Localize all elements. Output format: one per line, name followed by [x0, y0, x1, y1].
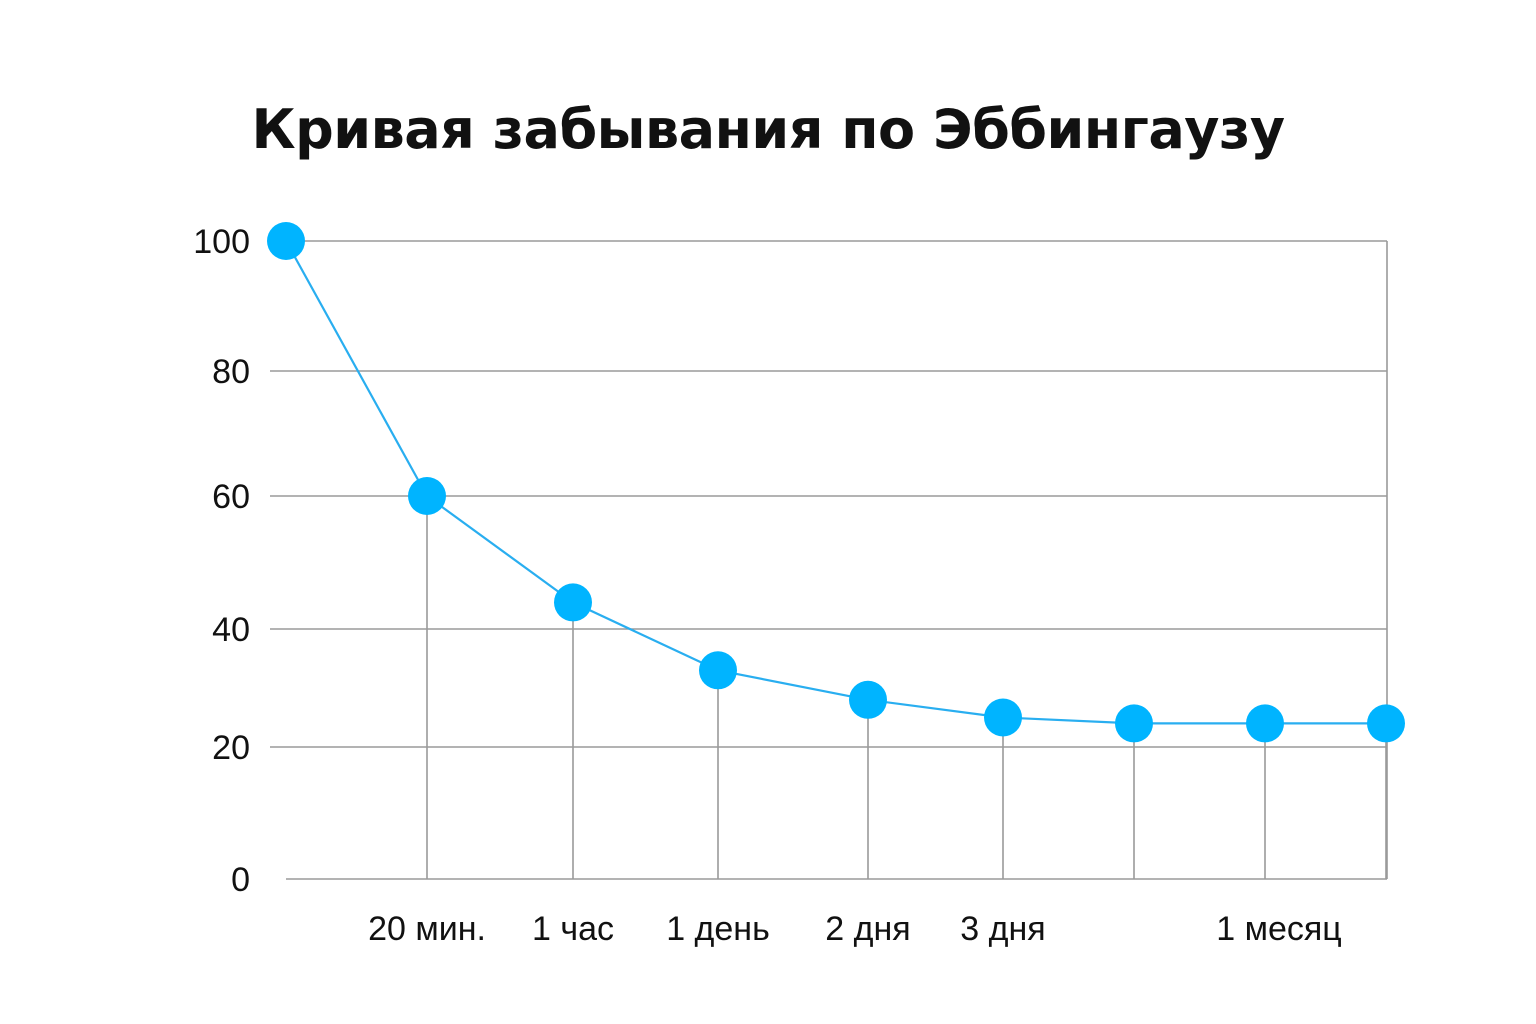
data-point-7	[1246, 704, 1284, 743]
x-tick-label-3: 1 день	[666, 910, 770, 948]
grid-layer	[270, 240, 1388, 880]
data-point-1	[408, 477, 446, 515]
x-tick-label-4: 2 дня	[825, 910, 910, 948]
y-tick-label-0: 0	[231, 861, 250, 899]
y-tick-label-40: 40	[212, 611, 250, 649]
data-point-5	[984, 698, 1022, 737]
x-tick-label-2: 1 час	[532, 910, 614, 948]
y-tick-labels: 0 20 40 60 80 100	[193, 223, 250, 899]
data-point-4	[849, 680, 887, 719]
y-tick-label-60: 60	[212, 478, 250, 516]
x-tick-labels: 20 мин. 1 час 1 день 2 дня 3 дня 1 месяц	[368, 910, 1342, 948]
drop-lines	[426, 496, 1387, 879]
data-points	[267, 222, 1405, 743]
x-tick-label-5: 3 дня	[960, 910, 1045, 948]
y-tick-label-20: 20	[212, 729, 250, 767]
data-point-0	[267, 222, 305, 260]
x-tick-label-7: 1 месяц	[1216, 910, 1342, 948]
data-point-2	[554, 583, 592, 622]
data-point-6	[1115, 704, 1153, 743]
series-line	[285, 240, 1386, 725]
data-point-3	[699, 651, 737, 690]
x-tick-label-1: 20 мин.	[368, 910, 486, 948]
y-tick-label-100: 100	[193, 223, 250, 261]
data-point-8	[1367, 704, 1405, 743]
y-tick-label-80: 80	[212, 353, 250, 391]
series-line-layer	[285, 240, 1386, 725]
chart-title: Кривая забывания по Эббингаузу	[251, 98, 1285, 161]
